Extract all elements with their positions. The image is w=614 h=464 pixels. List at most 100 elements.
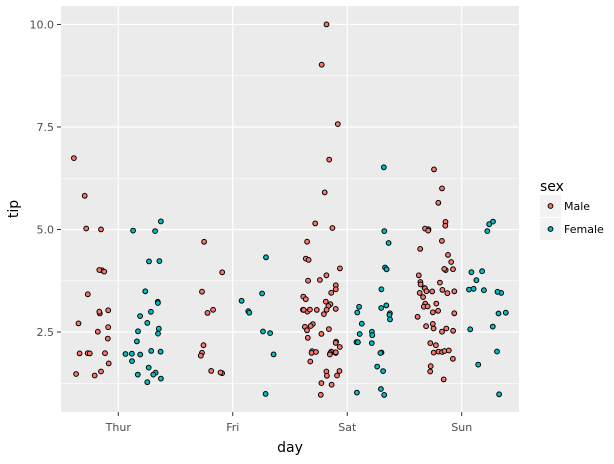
data-point-male [104, 335, 111, 342]
data-point-male [313, 307, 320, 313]
data-point-male [304, 327, 310, 334]
data-point-male [323, 272, 330, 279]
data-point-male [210, 306, 217, 313]
data-point-male [415, 272, 422, 279]
data-point-female [152, 228, 159, 235]
data-point-male [98, 226, 104, 233]
data-point-male [442, 222, 449, 229]
data-point-male [317, 391, 324, 398]
data-point-female [481, 287, 487, 294]
data-point-male [423, 323, 430, 330]
data-point-male [337, 265, 343, 272]
data-point-male [318, 61, 325, 68]
data-point-female [374, 363, 381, 370]
x-tick-label: Fri [226, 421, 239, 434]
data-point-male [321, 189, 328, 196]
data-point-male [199, 288, 205, 295]
data-point-male [75, 320, 82, 327]
data-point-female [134, 371, 141, 378]
data-point-female [270, 351, 277, 358]
y-tick-label: 5.0 [37, 224, 55, 237]
data-point-male [76, 350, 83, 357]
data-point-male [435, 199, 442, 206]
data-point-male [336, 344, 343, 350]
x-axis-label: day [277, 440, 303, 456]
data-point-female [260, 328, 266, 335]
data-point-female [468, 269, 475, 276]
data-point-male [450, 266, 456, 273]
data-point-male [304, 238, 311, 245]
legend-title: sex [540, 179, 564, 195]
data-point-male [332, 286, 339, 293]
data-point-male [336, 368, 343, 374]
data-point-female [377, 350, 384, 356]
data-point-female [381, 228, 388, 235]
data-point-male [443, 325, 450, 332]
data-point-male [217, 369, 224, 376]
data-point-male [439, 185, 445, 192]
data-point-female [146, 258, 152, 265]
data-point-male [451, 288, 458, 295]
data-point-male [328, 381, 335, 388]
data-point-male [429, 321, 436, 327]
data-point-male [329, 225, 336, 231]
data-point-male [424, 303, 431, 310]
data-point-male [444, 290, 451, 297]
data-point-female [144, 379, 151, 386]
data-point-male [324, 372, 330, 379]
data-point-male [304, 334, 311, 341]
data-point-female [369, 332, 376, 339]
data-point-female [148, 348, 155, 354]
data-point-male [441, 266, 448, 272]
x-tick-label: Sun [451, 421, 472, 434]
data-point-male [417, 281, 424, 288]
data-point-female [137, 351, 144, 358]
data-point-male [312, 220, 319, 227]
y-axis-ticks: 2.5 5.0 7.5 10.0 [30, 18, 61, 339]
data-point-female [486, 221, 493, 228]
data-point-male [219, 269, 226, 276]
data-point-female [479, 268, 486, 275]
legend-keys: Male Female [540, 195, 604, 240]
data-point-male [423, 288, 430, 295]
data-point-male [71, 155, 77, 162]
data-point-female [494, 288, 501, 295]
data-point-male [439, 238, 445, 244]
data-point-male [417, 246, 424, 252]
data-point-male [433, 342, 439, 349]
data-point-male [332, 340, 339, 346]
data-point-female [144, 320, 151, 326]
data-point-male [81, 192, 88, 199]
data-point-female [383, 266, 390, 273]
data-point-male [440, 376, 447, 383]
data-point-male [427, 363, 434, 370]
data-point-male [313, 349, 319, 355]
data-point-male [321, 311, 327, 318]
data-point-female [156, 258, 163, 265]
data-point-female [238, 297, 245, 304]
data-point-male [305, 257, 312, 263]
data-point-male [204, 310, 211, 316]
data-point-male [83, 225, 90, 232]
data-point-female [378, 305, 385, 311]
data-point-male [429, 288, 436, 295]
data-point-female [150, 371, 157, 378]
data-point-male [431, 166, 437, 173]
data-points [71, 21, 509, 398]
data-point-male [416, 290, 423, 296]
data-point-male [439, 328, 445, 335]
data-point-female [155, 325, 162, 332]
data-point-female [354, 389, 360, 396]
data-point-male [328, 289, 335, 296]
data-point-male [445, 347, 452, 354]
data-point-female [155, 300, 161, 306]
data-point-male [323, 306, 330, 313]
data-point-female [378, 286, 385, 293]
data-point-male [307, 323, 314, 329]
data-point-female [380, 164, 387, 171]
data-point-female [130, 227, 137, 234]
data-point-male [201, 238, 208, 245]
data-point-female [356, 303, 363, 310]
data-point-male [435, 307, 442, 314]
